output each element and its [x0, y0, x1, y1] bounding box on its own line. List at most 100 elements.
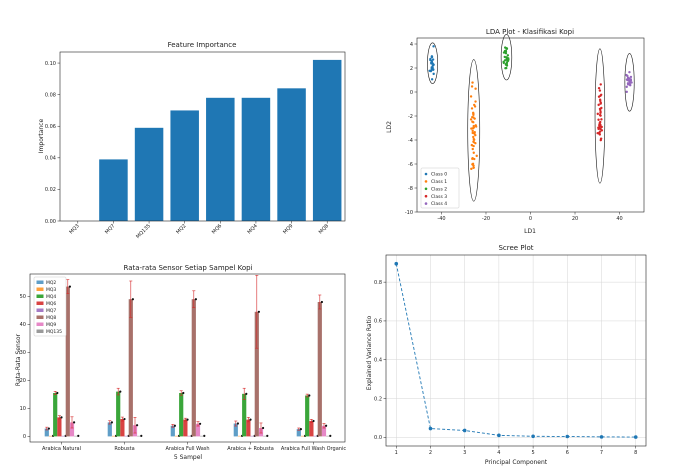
bar-mq7 [250, 435, 255, 437]
point-class-1 [471, 81, 474, 84]
mean-marker [203, 434, 206, 437]
lda-plot-title: LDA Plot - Klasifikasi Kopi [486, 28, 574, 36]
point-class-1 [472, 144, 475, 148]
bar-mq2 [170, 110, 199, 221]
confidence-ellipse [427, 42, 438, 84]
point-class-1 [472, 126, 476, 129]
point-class-1 [470, 107, 474, 110]
mean-marker [249, 418, 252, 421]
bar-mq6 [206, 97, 235, 221]
point-class-1 [471, 129, 474, 133]
x-tick-label: MQ7 [104, 223, 116, 235]
y-tick-label: 0.2 [374, 396, 382, 402]
y-tick-label: -4 [408, 138, 413, 144]
variance-point [462, 428, 467, 433]
legend-label: MQ9 [46, 322, 56, 328]
bar-mq2 [107, 422, 112, 437]
point-class-3 [597, 126, 600, 129]
legend-swatch [36, 322, 44, 326]
bar-mq7 [99, 159, 128, 221]
legend-marker [424, 172, 428, 176]
point-class-0 [429, 57, 432, 61]
point-class-4 [628, 81, 632, 85]
mean-marker [329, 434, 332, 437]
point-class-3 [598, 98, 602, 101]
bar-mq3 [174, 435, 180, 437]
point-class-0 [428, 69, 431, 73]
point-class-3 [599, 120, 602, 124]
point-class-3 [599, 137, 603, 140]
bar-mq135 [263, 435, 268, 437]
lda-plot-chart: LDA Plot - Klasifikasi Kopi LD1 LD2 -10 -… [386, 28, 645, 235]
mean-marker [312, 419, 315, 423]
x-tick-label: MQ9 [282, 223, 294, 235]
bar-mq7 [124, 435, 129, 437]
legend-box [420, 167, 460, 209]
point-class-4 [625, 85, 628, 89]
sensor-means-xlabel: 5 Sampel [174, 454, 203, 461]
bar-mq3 [48, 435, 54, 437]
mean-marker [262, 426, 265, 430]
y-tick-label: 0 [23, 434, 26, 440]
point-class-2 [504, 46, 507, 49]
x-tick-label: 20 [572, 216, 578, 222]
mean-marker [119, 390, 122, 393]
bar-mq7 [187, 435, 192, 437]
mean-marker [194, 298, 197, 301]
legend-label: Class 4 [431, 201, 447, 207]
x-tick-label: -20 [482, 216, 490, 222]
x-tick-label: Arabica Full Wash [165, 446, 209, 452]
bar-mq6 [120, 419, 125, 437]
point-class-1 [472, 120, 475, 124]
y-tick-label: 2 [410, 66, 413, 72]
plot-frame [29, 273, 346, 443]
mean-marker [123, 417, 126, 421]
mean-marker [47, 427, 51, 430]
bar-mq8 [65, 286, 70, 437]
x-tick-label: 5 [532, 450, 535, 456]
y-tick-label: 0.0 [374, 435, 382, 441]
point-class-4 [629, 75, 633, 79]
point-class-3 [599, 102, 602, 105]
bar-mq2 [296, 429, 301, 437]
bar-mq6 [57, 417, 62, 437]
bar-mq2 [233, 423, 238, 437]
legend-swatch [36, 329, 44, 333]
point-class-2 [503, 59, 507, 62]
point-class-1 [472, 135, 475, 139]
legend-label: Class 1 [431, 179, 447, 185]
point-class-4 [628, 83, 632, 86]
bar-mq7 [61, 435, 66, 437]
point-class-2 [505, 62, 508, 66]
mean-marker [110, 421, 113, 424]
point-class-3 [597, 103, 600, 107]
mean-marker [199, 422, 202, 425]
x-tick-label: 7 [600, 450, 603, 456]
legend-label: MQ4 [46, 294, 56, 300]
y-tick-label: 40 [20, 322, 26, 328]
point-class-1 [470, 85, 474, 88]
point-class-0 [430, 61, 433, 64]
x-tick-label: 1 [395, 450, 398, 456]
mean-marker [186, 418, 189, 421]
x-tick-label: Robusta [114, 446, 134, 452]
point-class-1 [473, 157, 476, 161]
legend-marker [424, 180, 428, 183]
bar-mq7 [313, 435, 318, 437]
point-class-0 [430, 55, 434, 58]
point-class-2 [502, 61, 506, 65]
x-tick-label: MQ4 [247, 223, 259, 235]
point-class-2 [506, 54, 510, 57]
x-tick-label: 8 [634, 450, 637, 456]
y-tick-label: 20 [20, 378, 26, 384]
mean-marker [60, 416, 63, 419]
legend-label: MQ7 [46, 308, 56, 314]
legend-label: Class 3 [431, 194, 447, 200]
bar-mq6 [246, 419, 251, 437]
mean-marker [140, 434, 143, 437]
bar-mq4 [305, 395, 310, 437]
legend-label: Class 2 [431, 186, 447, 192]
mean-marker [257, 310, 260, 313]
point-class-2 [503, 51, 506, 54]
point-class-1 [469, 95, 473, 98]
